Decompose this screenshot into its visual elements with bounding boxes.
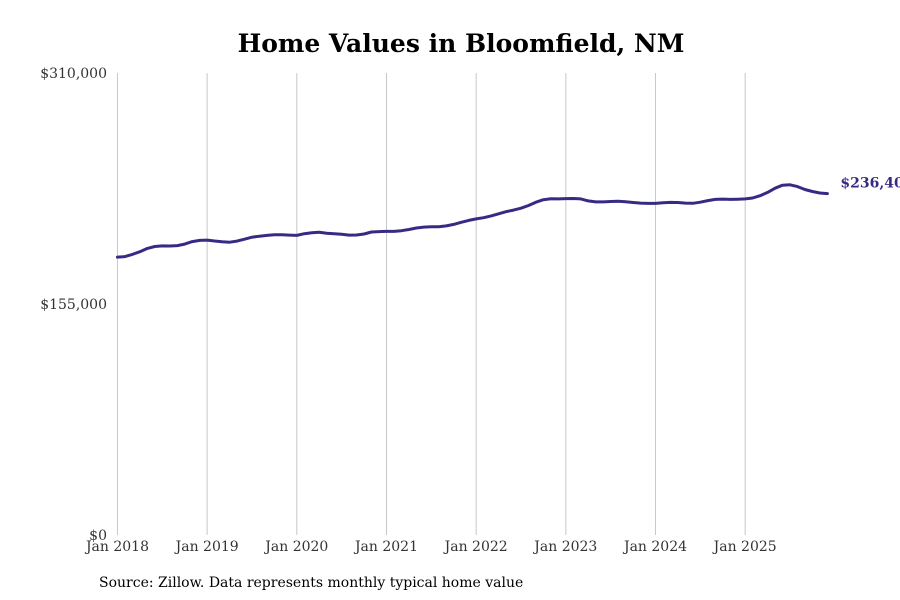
x-tick-label: Jan 2019 — [174, 539, 239, 555]
grid — [116, 73, 746, 535]
x-tick-label: Jan 2024 — [622, 539, 687, 555]
end-value-label: $236,400 — [840, 176, 900, 192]
y-tick-label: $310,000 — [40, 66, 107, 82]
x-axis: Jan 2018 Jan 2019 Jan 2020 Jan 2021 Jan 2022… — [84, 539, 777, 555]
y-tick-label: $0 — [89, 528, 107, 544]
x-tick-label: Jan 2025 — [712, 539, 777, 555]
chart-title: Home Values in Bloomfield, NM — [238, 29, 685, 58]
x-tick-label: Jan 2023 — [532, 539, 597, 555]
x-tick-label: Jan 2018 — [84, 539, 149, 555]
x-tick-label: Jan 2022 — [443, 539, 508, 555]
y-axis: $310,000 $155,000 $0 — [40, 66, 107, 544]
x-tick-label: Jan 2021 — [353, 539, 418, 555]
y-tick-label: $155,000 — [40, 297, 107, 313]
source-note: Source: Zillow. Data represents monthly … — [99, 575, 523, 591]
x-tick-label: Jan 2020 — [263, 539, 328, 555]
series-line-home-value — [116, 183, 829, 259]
